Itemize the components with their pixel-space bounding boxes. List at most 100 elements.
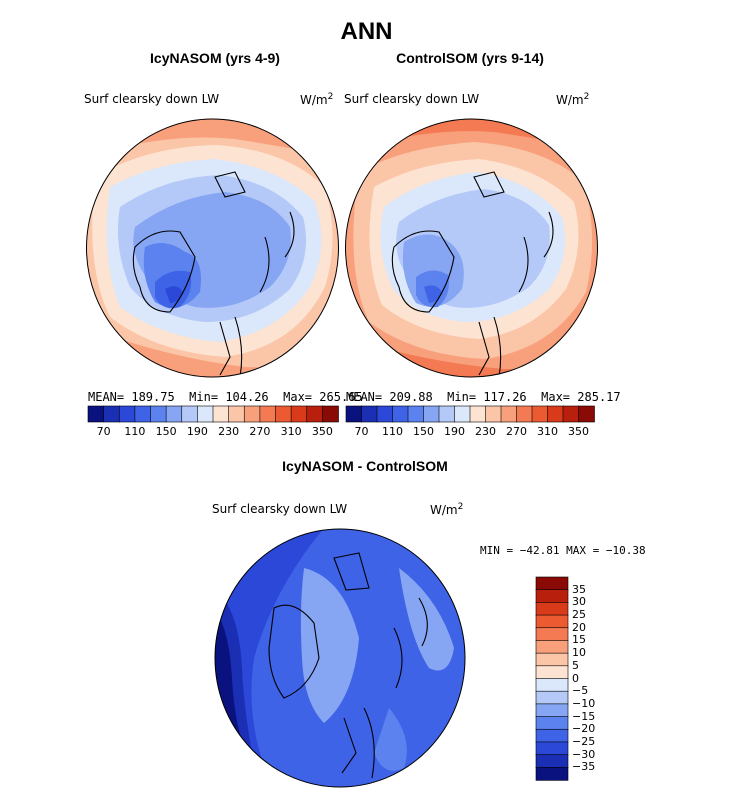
diff-minmax: MIN = −42.81 MAX = −10.38 [480, 544, 646, 557]
panel-title-control: ControlSOM (yrs 9-14) [396, 50, 544, 66]
colorbar-diff-tick-label: 30 [572, 595, 586, 609]
colorbar-icy-tick-label: 310 [280, 425, 302, 438]
colorbar-diff-swatch [535, 602, 569, 616]
colorbar-icy-swatch [134, 405, 152, 423]
colorbar-control-swatch [469, 405, 487, 423]
colorbar-control-swatch [423, 405, 440, 423]
colorbar-icy-swatch [181, 405, 199, 423]
colorbar-control-tick-label: 310 [537, 425, 558, 438]
colorbar-icy-tick-label: 270 [249, 425, 271, 438]
colorbar-diff-swatch [535, 627, 569, 642]
contour-minus10-west [300, 568, 359, 723]
colorbar-control-tick-label: 110 [382, 425, 403, 438]
colorbar-icy-swatch [275, 405, 292, 423]
colorbar-icy-swatch [103, 405, 121, 423]
colorbar-control-swatch [485, 405, 502, 423]
colorbar-icy-swatch [243, 405, 261, 423]
colorbar-diff-tick-label: 10 [572, 646, 586, 660]
stats-icy: MEAN= 189.75 Min= 104.26 Max= 265.65 [88, 390, 363, 404]
colorbar-diff-swatch [535, 716, 569, 730]
contour-minus15-south [374, 708, 407, 771]
colorbar-icy [87, 405, 339, 423]
colorbar-icy-swatch [150, 405, 167, 423]
map-border-control [345, 118, 598, 378]
colorbar-diff-tick-label: −30 [572, 747, 596, 761]
colorbar-diff-swatch [535, 640, 569, 654]
colorbar-control-tick-label: 150 [413, 425, 434, 438]
map-border-diff [214, 528, 466, 788]
colorbar-icy-swatch [197, 405, 214, 423]
colorbar-icy-swatch [228, 405, 246, 423]
map-control [345, 118, 598, 378]
variable-label-icy: Surf clearsky down LW [84, 92, 220, 106]
colorbar-control-swatch [345, 405, 363, 423]
colorbar-icy-swatch [259, 405, 277, 423]
colorbar-control-swatch [361, 405, 378, 423]
colorbar-diff-tick-label: −35 [572, 760, 596, 774]
colorbar-icy-tick-label: 190 [186, 425, 208, 438]
coastlines-control [391, 171, 554, 377]
colorbar-control-swatch [438, 405, 456, 423]
colorbar-icy-swatch [290, 405, 308, 423]
contour-min-control [424, 285, 442, 303]
colorbar-control-swatch [407, 405, 425, 423]
colorbar-ticks-diff: 35 30 25 20 15 10 5 0 −5 −10 −15 −20 −25 −30 −35 [572, 577, 612, 780]
colorbar-icy-tick-label: 70 [96, 425, 111, 438]
map-border-icy [86, 118, 339, 378]
colorbar-diff-swatch [535, 678, 569, 692]
map-diff [214, 528, 466, 788]
colorbar-diff-swatch [535, 741, 569, 756]
colorbar-control-tick-label: 230 [475, 425, 496, 438]
colorbar-diff-tick-label: 35 [572, 582, 586, 596]
colorbar-control-swatch [516, 405, 533, 423]
colorbar-icy-swatch [322, 405, 339, 423]
stats-control: MEAN= 209.88 Min= 117.26 Max= 285.17 [346, 390, 621, 404]
colorbar-diff-swatch [535, 754, 569, 769]
colorbar-control-tick-label: 70 [354, 425, 369, 438]
colorbar-ticks-control: 70 110 150 190 230 270 310 350 [346, 425, 594, 439]
panel-title-icy: IcyNASOM (yrs 4-9) [150, 50, 280, 66]
colorbar-icy-swatch [165, 405, 183, 423]
colorbar-control-tick-label: 190 [444, 425, 465, 438]
colorbar-control [345, 405, 595, 423]
colorbar-control-swatch [531, 405, 549, 423]
colorbar-icy-tick-label: 350 [311, 425, 333, 438]
colorbar-icy-tick-label: 150 [155, 425, 177, 438]
colorbar-diff-swatch [535, 767, 569, 781]
diff-units-label: W/m2 [430, 502, 464, 517]
colorbar-diff-tick-label: −20 [572, 722, 596, 736]
colorbar-icy-tick-label: 230 [218, 425, 240, 438]
colorbar-diff-tick-label: 15 [572, 633, 586, 647]
colorbar-diff-tick-label: −5 [572, 684, 589, 698]
colorbar-icy-tick-label: 110 [124, 425, 146, 438]
colorbar-diff-swatch [535, 576, 569, 591]
colorbar-diff-swatch [535, 589, 569, 604]
colorbar-control-tick-label: 270 [506, 425, 527, 438]
colorbar-ticks-icy: 70 110 150 190 230 270 310 350 [88, 425, 338, 439]
colorbar-icy-swatch [212, 405, 230, 423]
coastlines-diff [268, 552, 428, 779]
diff-variable-label: Surf clearsky down LW [212, 502, 348, 516]
colorbar-diff-swatch [535, 703, 569, 718]
colorbar-control-tick-label: 350 [568, 425, 589, 438]
coastlines-icy [132, 171, 295, 377]
variable-label-control: Surf clearsky down LW [344, 92, 480, 106]
colorbar-diff-tick-label: −25 [572, 734, 596, 748]
colorbar-diff-swatch [535, 665, 569, 680]
units-label-icy: W/m2 [300, 92, 334, 107]
colorbar-icy-swatch [118, 405, 136, 423]
units-label-control: W/m2 [556, 92, 590, 107]
colorbar-diff-tick-label: 5 [572, 658, 579, 672]
colorbar-diff-tick-label: 25 [572, 608, 586, 622]
colorbar-diff-swatch [535, 690, 569, 705]
colorbar-control-swatch [376, 405, 394, 423]
contour-min-icy [165, 286, 183, 303]
colorbar-control-swatch [454, 405, 471, 423]
colorbar-diff-tick-label: −10 [572, 696, 596, 710]
colorbar-diff-tick-label: 20 [572, 620, 586, 634]
colorbar-diff-swatch [535, 614, 569, 629]
colorbar-diff-tick-label: −15 [572, 709, 596, 723]
colorbar-diff-tick-label: 0 [572, 671, 579, 685]
colorbar-diff-swatch [535, 728, 569, 743]
colorbar-control-swatch [562, 405, 580, 423]
